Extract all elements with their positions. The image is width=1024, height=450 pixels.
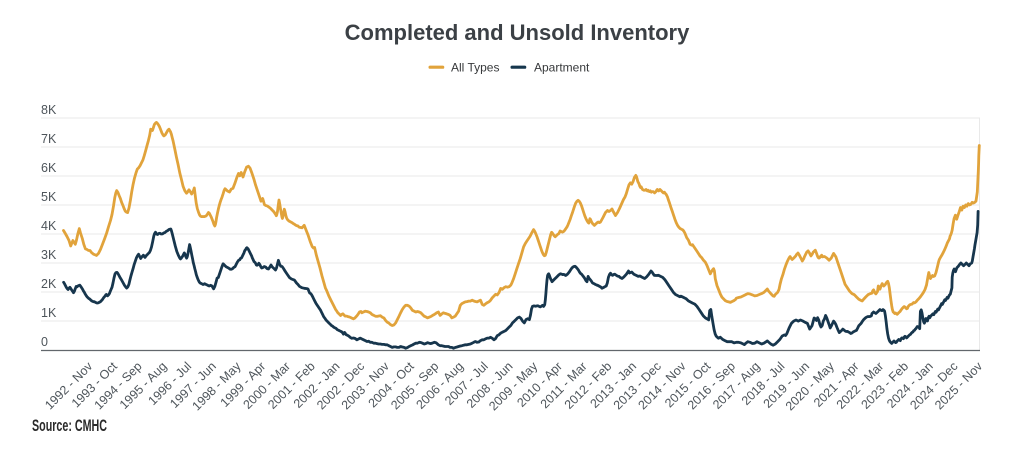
svg-text:3K: 3K (41, 248, 57, 262)
svg-text:6K: 6K (41, 161, 57, 175)
svg-text:4K: 4K (41, 219, 57, 233)
svg-text:All Types: All Types (451, 61, 499, 75)
svg-text:0: 0 (41, 335, 48, 349)
svg-text:1K: 1K (41, 306, 57, 320)
svg-text:8K: 8K (41, 103, 57, 117)
svg-text:Source: CMHC: Source: CMHC (32, 416, 107, 435)
svg-text:Apartment: Apartment (534, 61, 590, 75)
svg-text:2K: 2K (41, 277, 57, 291)
svg-text:7K: 7K (41, 132, 57, 146)
svg-text:Completed and Unsold Inventory: Completed and Unsold Inventory (345, 20, 690, 45)
svg-text:5K: 5K (41, 190, 57, 204)
